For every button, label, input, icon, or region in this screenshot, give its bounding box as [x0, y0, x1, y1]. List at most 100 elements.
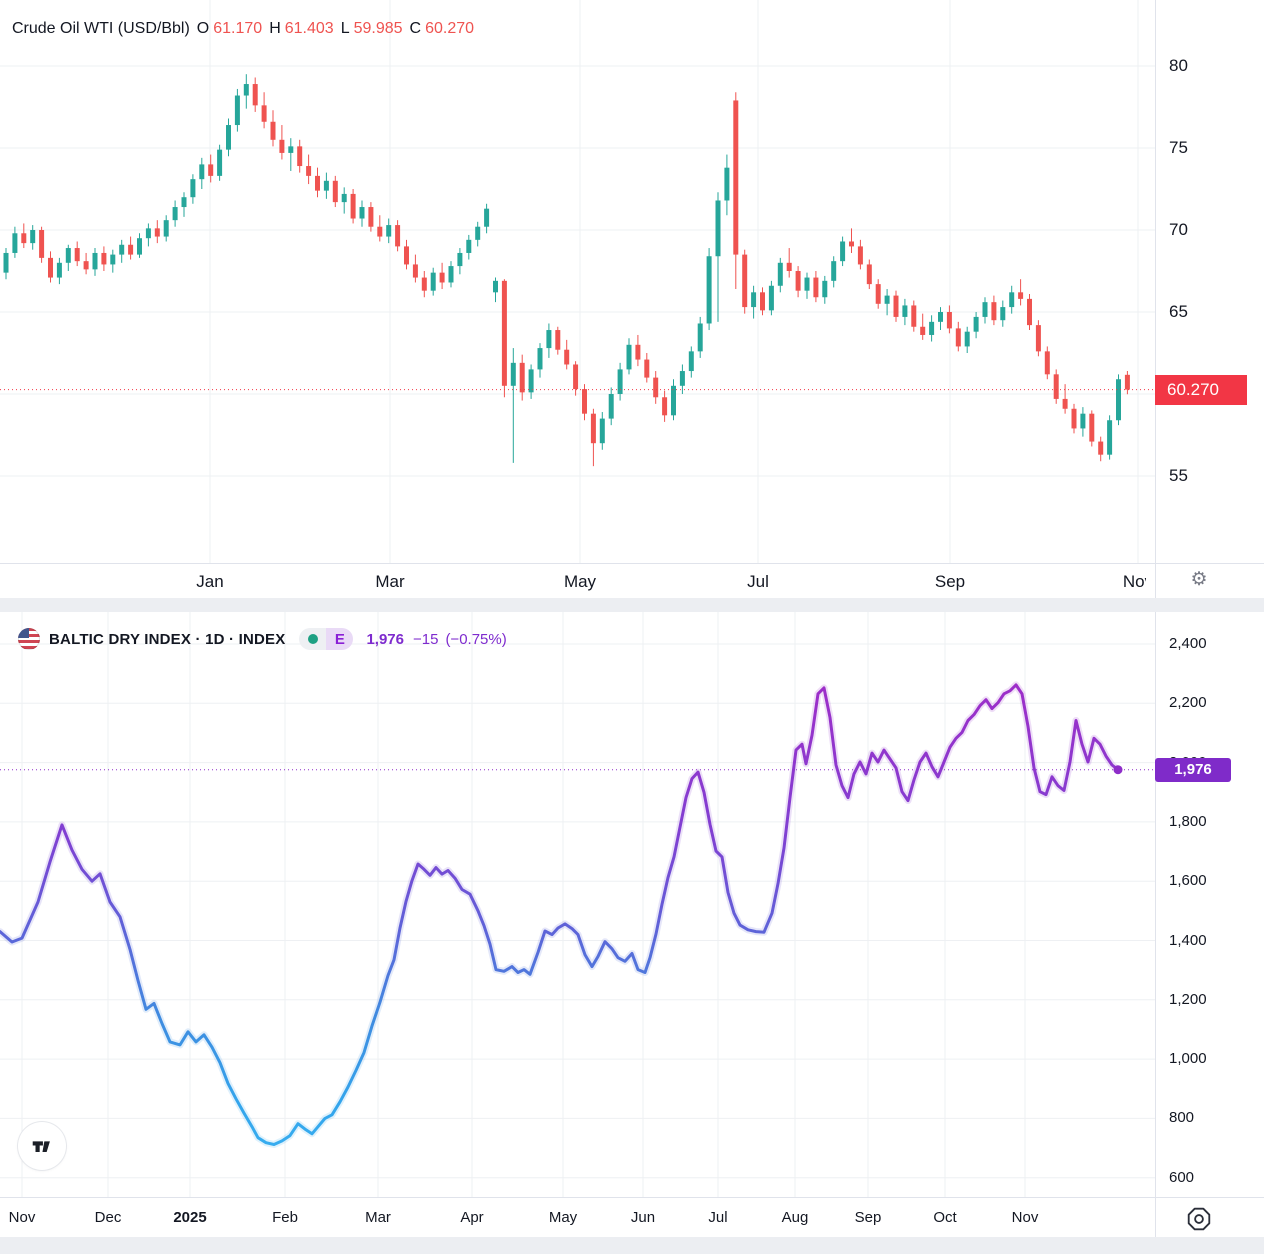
candle-body — [30, 230, 36, 244]
close-label: C — [409, 20, 422, 37]
y-axis-tick-label: 2,200 — [1169, 694, 1207, 712]
candle-body — [493, 280, 498, 293]
candle-body — [48, 257, 53, 278]
candle-body — [1062, 398, 1068, 409]
wti-symbol-title[interactable]: Crude Oil WTI (USD/Bbl) — [12, 20, 190, 37]
wti-price-scale[interactable]: 807570656055 — [1155, 0, 1264, 598]
candle-body — [457, 252, 463, 267]
candle-body — [288, 146, 294, 153]
candle-body — [644, 359, 650, 378]
candle-body — [537, 348, 543, 370]
candle-body — [404, 246, 409, 265]
candle-body — [83, 261, 89, 270]
candle-body — [1089, 413, 1095, 442]
candle-body — [564, 349, 570, 365]
bdi-line-canvas[interactable] — [0, 612, 1155, 1197]
candle-body — [840, 241, 846, 262]
candle-body — [946, 312, 952, 329]
candle-body — [1000, 307, 1006, 321]
y-axis-tick-label: 75 — [1169, 138, 1188, 157]
candle-body — [920, 326, 926, 335]
candle-body — [368, 207, 374, 227]
candle-body — [1124, 374, 1130, 390]
candle-body — [475, 226, 481, 240]
candle-body — [395, 225, 401, 247]
bdi-price-scale[interactable]: 2,4002,2002,0001,8001,6001,4001,2001,000… — [1155, 612, 1264, 1237]
candle-body — [1027, 298, 1032, 326]
candle-body — [510, 362, 516, 386]
tradingview-logo[interactable] — [18, 1122, 66, 1170]
data-source-badge[interactable]: E — [299, 628, 354, 650]
candle-body — [270, 121, 276, 140]
candle-body — [56, 262, 62, 278]
bdi-time-axis[interactable]: Nov Dec 2025 Feb Mar Apr May Jun Jul Aug Sep Oct Nov — [0, 1199, 1155, 1237]
x-axis-tick-label: Mar — [375, 572, 405, 591]
gear-icon[interactable]: ⚙ — [1190, 569, 1208, 590]
candle-body — [145, 228, 151, 239]
candle-body — [599, 418, 605, 444]
candle-body — [617, 369, 623, 394]
candle-body — [484, 208, 490, 227]
x-axis-tick-label: Jul — [708, 1209, 728, 1226]
x-axis-tick-label: Oct — [933, 1209, 957, 1226]
wti-candlestick-canvas[interactable] — [0, 0, 1155, 598]
candle-body — [279, 139, 285, 153]
bdi-symbol-title[interactable]: BALTIC DRY INDEX · 1D · INDEX — [49, 630, 286, 648]
candle-body — [697, 323, 703, 352]
candle-body — [875, 284, 881, 304]
candle-body — [786, 262, 792, 271]
candle-body — [74, 248, 80, 262]
x-axis-tick-label: Nov — [1122, 572, 1146, 591]
candle-body — [955, 328, 961, 347]
candle-body — [466, 239, 472, 253]
market-status-dot — [307, 634, 318, 644]
candle-body — [742, 254, 748, 308]
bdi-time-axis-separator — [0, 1197, 1264, 1198]
bdi-last-value: 1,976 — [366, 630, 404, 648]
candle-body — [1044, 351, 1050, 375]
candle-body — [866, 264, 872, 285]
bdi-market-type: INDEX — [238, 630, 286, 648]
candle-body — [1053, 374, 1059, 399]
settings-icon[interactable] — [1186, 1206, 1212, 1232]
candle-body — [679, 371, 685, 386]
badge-letter: E — [326, 628, 354, 650]
x-axis-tick-label: Nov — [1011, 1209, 1039, 1226]
candle-body — [982, 302, 988, 317]
y-axis-tick-label: 55 — [1169, 466, 1188, 485]
candle-body — [172, 207, 178, 221]
candle-body — [519, 362, 525, 393]
candle-body — [39, 230, 45, 258]
bdi-change-percent: (−0.75%) — [445, 630, 507, 648]
candle-body — [884, 295, 890, 304]
x-axis-tick-label: Jul — [747, 572, 769, 591]
wti-time-axis[interactable]: Jan Mar May Jul Sep Nov — [0, 565, 1146, 598]
candle-body — [386, 225, 392, 237]
y-axis-tick-label: 65 — [1169, 302, 1188, 321]
candle-body — [991, 302, 997, 321]
candle-body — [1116, 379, 1121, 421]
candle-body — [938, 312, 943, 322]
candle-body — [555, 330, 561, 350]
y-axis-tick-label: 1,000 — [1169, 1050, 1207, 1068]
candle-body — [733, 100, 739, 255]
candle-body — [315, 175, 320, 191]
open-label: O — [196, 20, 210, 37]
candle-body — [1009, 292, 1015, 308]
y-axis-tick-label: 80 — [1169, 56, 1188, 75]
candle-body — [199, 164, 205, 180]
candle-body — [234, 95, 240, 126]
candle-body — [590, 413, 596, 444]
bdi-legend: BALTIC DRY INDEX · 1D · INDEX E 1,976 −15… — [18, 628, 507, 650]
candle-body — [1071, 408, 1077, 429]
candle-body — [412, 264, 418, 278]
x-axis-tick-label: Jan — [196, 572, 224, 591]
candle-body — [181, 197, 187, 208]
candle-body — [439, 272, 445, 283]
wti-time-axis-separator — [0, 563, 1264, 564]
last-value-dot — [1113, 765, 1123, 775]
candle-body — [715, 200, 721, 257]
candle-body — [929, 321, 935, 335]
candle-body — [653, 377, 659, 398]
